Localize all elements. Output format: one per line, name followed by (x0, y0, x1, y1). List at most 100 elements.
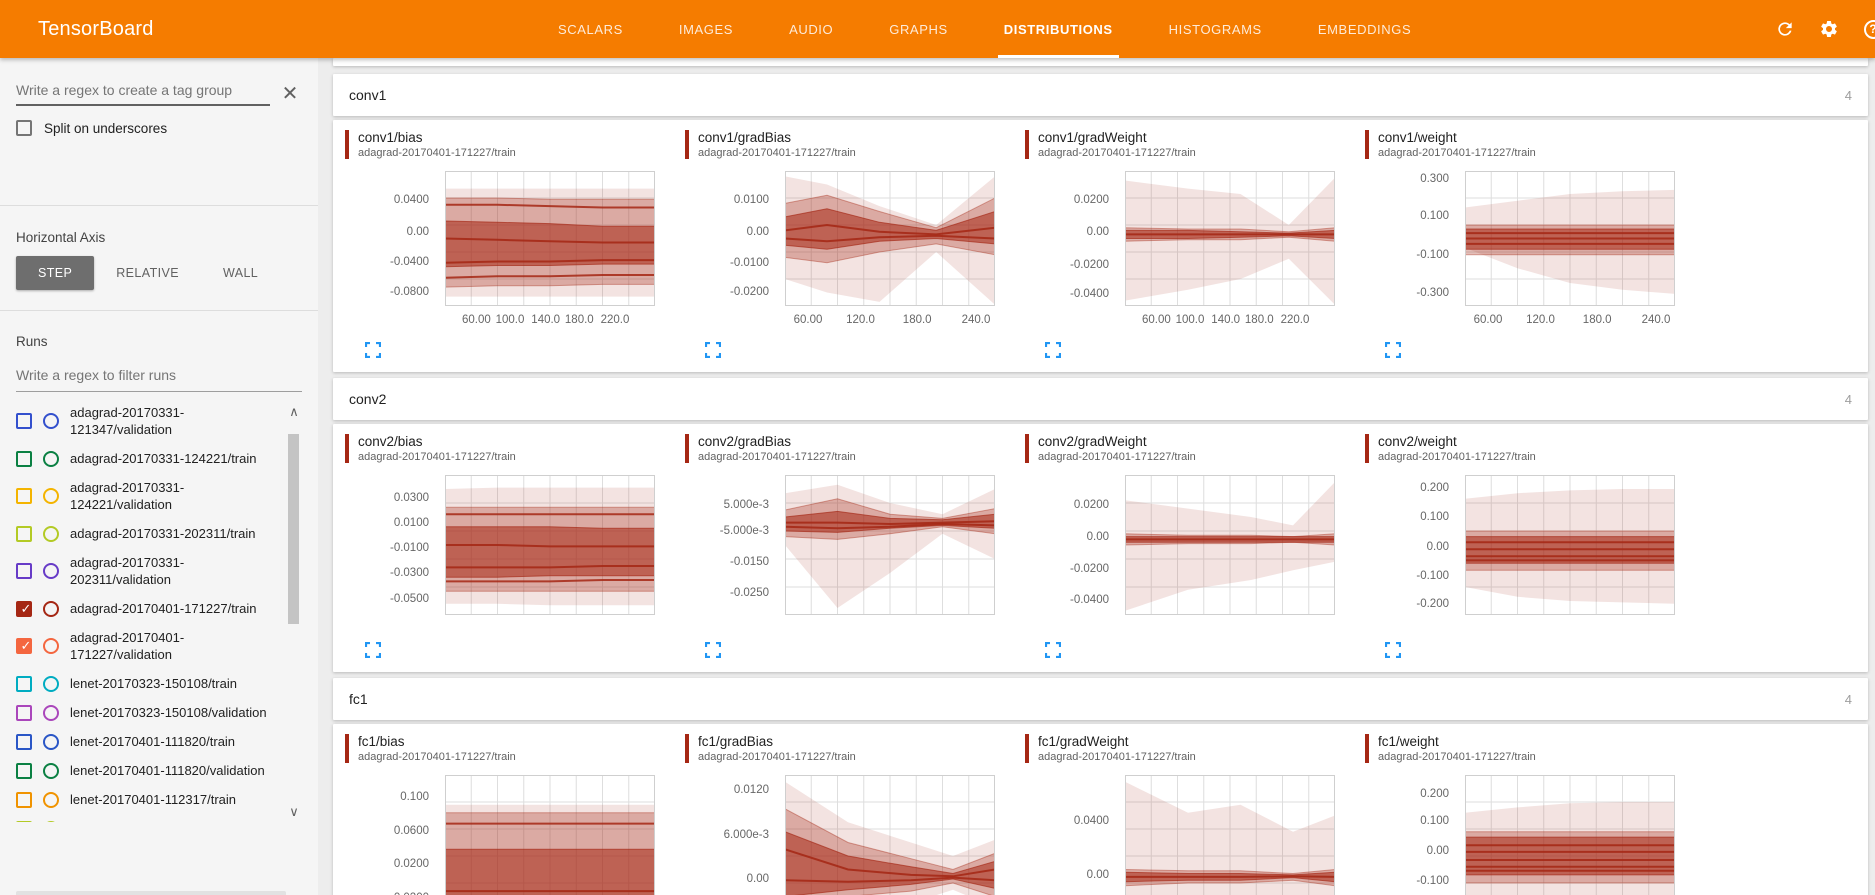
run-checkbox[interactable] (16, 733, 32, 750)
distribution-plot[interactable] (445, 775, 655, 895)
distribution-plot[interactable] (1125, 475, 1335, 615)
y-tick-label: 0.100 (1420, 209, 1449, 222)
expand-chart-button[interactable] (364, 641, 382, 659)
run-color-circle[interactable] (43, 820, 59, 822)
nav-tab-scalars[interactable]: SCALARS (558, 21, 623, 37)
scroll-down-icon[interactable]: ∨ (289, 804, 299, 819)
settings-gear-icon[interactable] (1817, 17, 1841, 41)
distribution-plot[interactable] (1465, 171, 1675, 306)
axis-button-step[interactable]: STEP (16, 256, 95, 290)
tag-group-section-conv1: conv1 4 conv1/bias adagrad-20170401-1712… (333, 74, 1868, 372)
tag-group-header[interactable]: fc1 4 (333, 678, 1868, 720)
run-list-item[interactable]: lenet-20170401-111820/validation (8, 756, 280, 785)
nav-tab-graphs[interactable]: GRAPHS (889, 21, 948, 37)
tag-group-header[interactable]: conv2 4 (333, 378, 1868, 420)
run-checkbox[interactable]: ✓ (16, 638, 32, 654)
run-list-item[interactable]: ✓ adagrad-20170401-171227/validation (8, 623, 280, 669)
run-checkbox[interactable] (16, 762, 32, 779)
run-checkbox[interactable]: ✓ (16, 600, 32, 617)
x-axis-labels: 60.00 100.0 140.0 180.0 220.0 (1125, 311, 1335, 328)
close-icon[interactable]: ✕ (281, 83, 299, 105)
expand-chart-button[interactable] (1044, 341, 1062, 359)
expand-chart-button[interactable] (704, 341, 722, 359)
expand-chart-button[interactable] (704, 641, 722, 659)
chart-title: fc1/gradBias (698, 734, 774, 749)
tag-group-header[interactable]: conv1 4 (333, 74, 1868, 116)
distribution-plot[interactable] (1125, 775, 1335, 895)
nav-tab-distributions[interactable]: DISTRIBUTIONS (976, 0, 1141, 58)
chart-run-name: adagrad-20170401-171227/train (1378, 451, 1536, 463)
refresh-icon[interactable] (1773, 17, 1797, 41)
run-color-circle[interactable] (43, 563, 59, 579)
run-checkbox[interactable] (16, 563, 32, 579)
expand-chart-button[interactable] (1044, 641, 1062, 659)
run-list-scrollbar[interactable]: ∧ ∨ (286, 398, 302, 822)
run-list-item[interactable]: lenet-20170323-150108/validation (8, 698, 280, 727)
runs-filter-input[interactable] (16, 363, 302, 392)
y-tick-label: -0.0800 (389, 285, 429, 298)
run-checkbox[interactable] (16, 488, 32, 504)
x-tick-label: 240.0 (961, 314, 991, 326)
run-list-item[interactable]: adagrad-20170331-121347/validation (8, 398, 280, 444)
run-color-circle[interactable] (43, 525, 59, 542)
tag-group-card: conv2/bias adagrad-20170401-171227/train… (333, 424, 1868, 672)
nav-tab-histograms[interactable]: HISTOGRAMS (1168, 21, 1262, 37)
nav-tab-images[interactable]: IMAGES (678, 21, 734, 37)
run-list-item[interactable]: adagrad-20170331-124221/train (8, 444, 280, 473)
run-list-item[interactable]: lenet-20170323-150108/train (8, 669, 280, 698)
run-checkbox[interactable] (16, 791, 32, 808)
y-axis-labels: 5.000e-3 -5.000e-3 -0.0150 -0.0250 (685, 475, 777, 615)
expand-chart-button[interactable] (1384, 641, 1402, 659)
run-color-circle[interactable] (43, 600, 59, 617)
distribution-plot[interactable] (785, 775, 995, 895)
run-color-circle[interactable] (43, 675, 59, 692)
run-checkbox[interactable] (16, 413, 32, 429)
run-list-item[interactable]: adagrad-20170331-202311/validation (8, 548, 280, 594)
tag-group-regex-input[interactable] (16, 78, 270, 106)
nav-tab-audio[interactable]: AUDIO (789, 21, 834, 37)
distribution-plot[interactable] (785, 475, 995, 615)
run-color-circle[interactable] (43, 450, 59, 467)
fullscreen-icon (1384, 341, 1402, 359)
toggle-all-runs-button[interactable]: TOGGLE ALL RUNS (16, 891, 286, 895)
run-checkbox[interactable] (16, 675, 32, 692)
run-color-circle[interactable] (43, 733, 59, 750)
run-checkbox[interactable] (16, 450, 32, 467)
distribution-plot[interactable] (445, 171, 655, 306)
run-color-circle[interactable] (43, 413, 59, 429)
help-icon[interactable]: ? (1861, 17, 1875, 41)
run-list-item[interactable]: adagrad-20170331-124221/validation (8, 473, 280, 519)
run-list-item[interactable]: adagrad-20170331-202311/train (8, 519, 280, 548)
nav-icons: ? (1773, 0, 1875, 58)
distribution-plot[interactable] (1125, 171, 1335, 306)
run-checkbox[interactable] (16, 820, 32, 822)
axis-button-wall[interactable]: WALL (222, 266, 259, 280)
scrollbar-thumb[interactable] (288, 434, 299, 624)
distribution-plot[interactable] (445, 475, 655, 615)
run-color-circle[interactable] (43, 762, 59, 779)
distribution-plot[interactable] (785, 171, 995, 306)
axis-button-relative[interactable]: RELATIVE (116, 266, 179, 280)
distribution-plot[interactable] (1465, 475, 1675, 615)
run-list-item[interactable]: ✓ adagrad-20170401-171227/train (8, 594, 280, 623)
expand-chart-button[interactable] (1384, 341, 1402, 359)
run-color-circle[interactable] (43, 488, 59, 504)
run-checkbox[interactable] (16, 704, 32, 721)
run-color-circle[interactable] (43, 638, 59, 654)
y-axis-labels: 0.0300 0.0100 -0.0100 -0.0300 -0.0500 (345, 475, 437, 615)
y-tick-label: 0.00 (1086, 869, 1109, 882)
chart-title: conv2/weight (1378, 434, 1457, 449)
scroll-up-icon[interactable]: ∧ (289, 404, 299, 419)
run-color-circle[interactable] (43, 791, 59, 808)
split-on-underscores-checkbox[interactable] (16, 120, 32, 136)
expand-chart-button[interactable] (364, 341, 382, 359)
distribution-plot[interactable] (1465, 775, 1675, 895)
run-checkbox[interactable] (16, 525, 32, 542)
fullscreen-icon (1044, 341, 1062, 359)
run-list-item[interactable]: lenet-20170401-111820/train (8, 727, 280, 756)
distribution-chart: fc1/weight adagrad-20170401-171227/train… (1365, 734, 1695, 895)
nav-tab-embeddings[interactable]: EMBEDDINGS (1317, 21, 1412, 37)
run-list-item[interactable]: lenet-20170401-112317/validation (8, 814, 280, 822)
run-color-circle[interactable] (43, 704, 59, 721)
run-list-item[interactable]: lenet-20170401-112317/train (8, 785, 280, 814)
